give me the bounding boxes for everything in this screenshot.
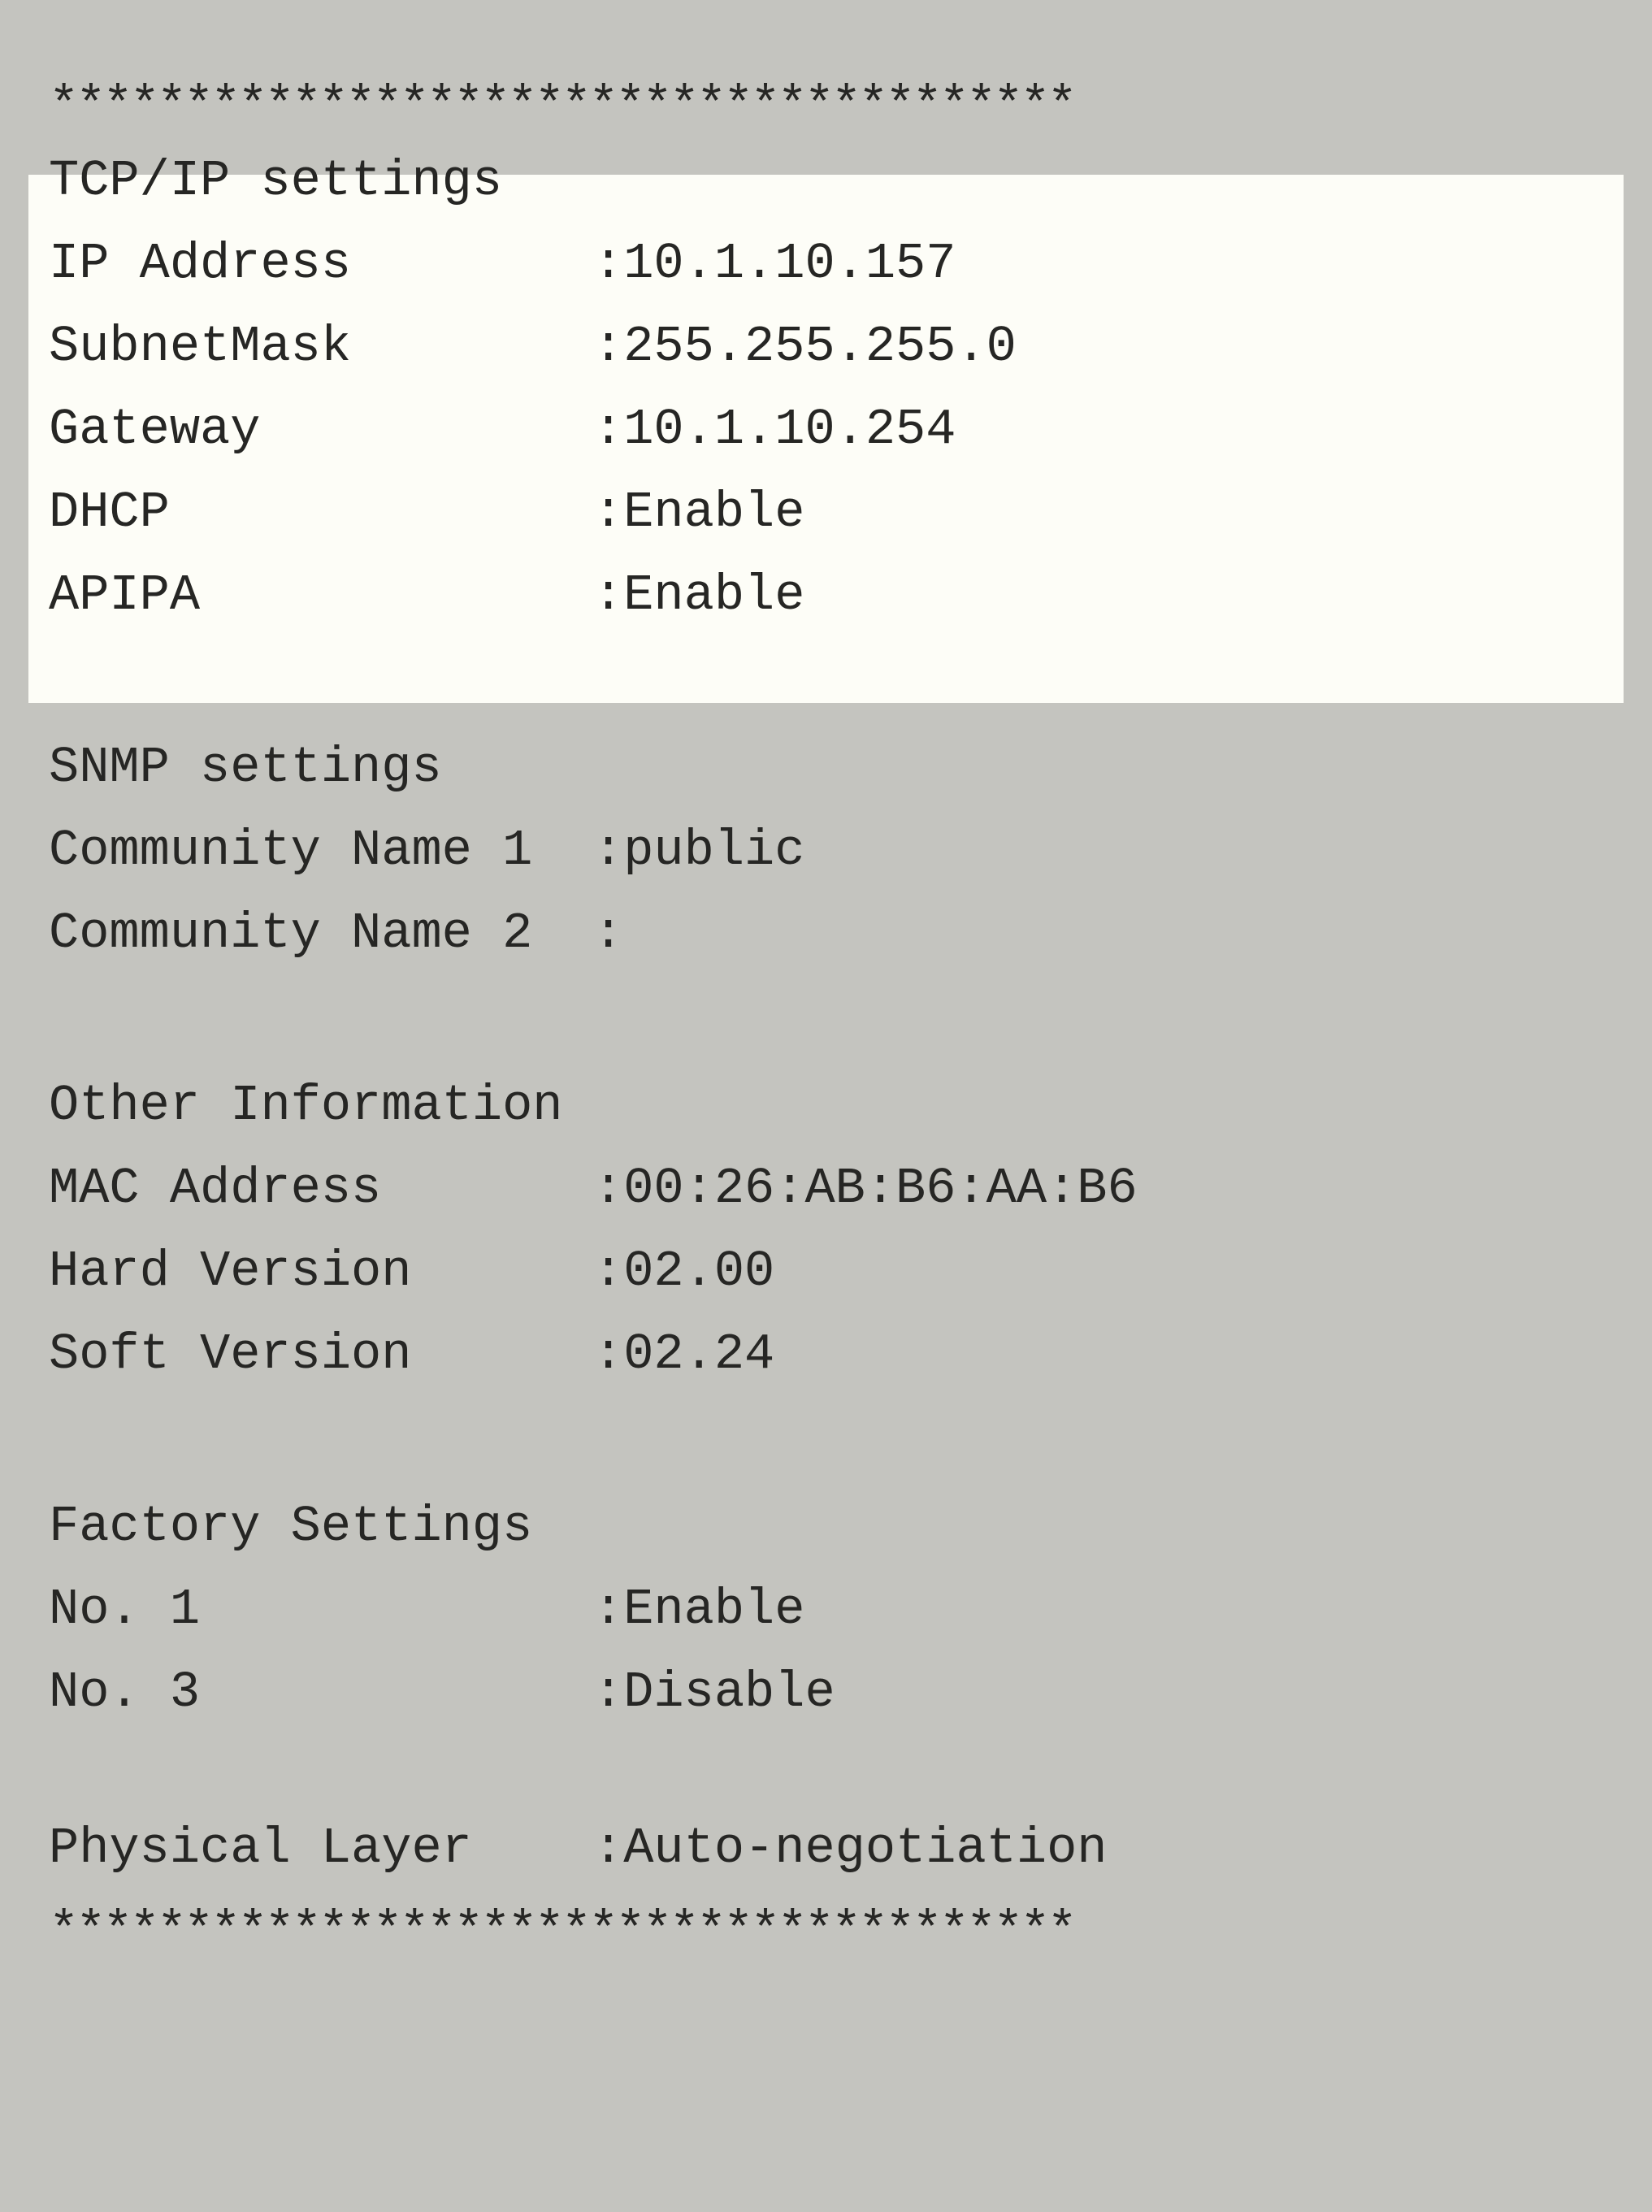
value-community-2: : bbox=[593, 909, 1603, 959]
row-ip-address: IP Address :10.1.10.157 bbox=[49, 239, 1603, 289]
label-community-2: Community Name 2 bbox=[49, 909, 593, 959]
factory-title: Factory Settings bbox=[49, 1502, 1603, 1552]
row-soft-version: Soft Version :02.24 bbox=[49, 1329, 1603, 1380]
label-hard-version: Hard Version bbox=[49, 1247, 593, 1297]
value-factory-1: :Enable bbox=[593, 1585, 1603, 1635]
value-gateway: :10.1.10.254 bbox=[593, 405, 1603, 455]
value-ip-address: :10.1.10.157 bbox=[593, 239, 1603, 289]
label-factory-1: No. 1 bbox=[49, 1585, 593, 1635]
row-dhcp: DHCP :Enable bbox=[49, 488, 1603, 538]
label-community-1: Community Name 1 bbox=[49, 826, 593, 876]
value-hard-version: :02.00 bbox=[593, 1247, 1603, 1297]
row-mac: MAC Address :00:26:AB:B6:AA:B6 bbox=[49, 1164, 1603, 1214]
separator-bottom: ************************************** bbox=[49, 1906, 1603, 1957]
row-apipa: APIPA :Enable bbox=[49, 570, 1603, 621]
tcpip-title: TCP/IP settings bbox=[49, 156, 1603, 206]
separator-top: ************************************** bbox=[49, 81, 1603, 132]
label-gateway: Gateway bbox=[49, 405, 593, 455]
value-community-1: :public bbox=[593, 826, 1603, 876]
row-factory-1: No. 1 :Enable bbox=[49, 1585, 1603, 1635]
label-mac: MAC Address bbox=[49, 1164, 593, 1214]
value-dhcp: :Enable bbox=[593, 488, 1603, 538]
snmp-title: SNMP settings bbox=[49, 743, 1603, 793]
label-physical-layer: Physical Layer bbox=[49, 1824, 593, 1874]
value-factory-3: :Disable bbox=[593, 1668, 1603, 1718]
label-dhcp: DHCP bbox=[49, 488, 593, 538]
row-factory-3: No. 3 :Disable bbox=[49, 1668, 1603, 1718]
row-community-1: Community Name 1 :public bbox=[49, 826, 1603, 876]
value-mac: :00:26:AB:B6:AA:B6 bbox=[593, 1164, 1603, 1214]
row-hard-version: Hard Version :02.00 bbox=[49, 1247, 1603, 1297]
label-subnetmask: SubnetMask bbox=[49, 322, 593, 372]
label-factory-3: No. 3 bbox=[49, 1668, 593, 1718]
row-subnetmask: SubnetMask :255.255.255.0 bbox=[49, 322, 1603, 372]
value-subnetmask: :255.255.255.0 bbox=[593, 322, 1603, 372]
label-ip-address: IP Address bbox=[49, 239, 593, 289]
value-physical-layer: :Auto-negotiation bbox=[593, 1824, 1603, 1874]
label-soft-version: Soft Version bbox=[49, 1329, 593, 1380]
row-physical-layer: Physical Layer :Auto-negotiation bbox=[49, 1824, 1603, 1874]
value-apipa: :Enable bbox=[593, 570, 1603, 621]
row-gateway: Gateway :10.1.10.254 bbox=[49, 405, 1603, 455]
value-soft-version: :02.24 bbox=[593, 1329, 1603, 1380]
other-title: Other Information bbox=[49, 1081, 1603, 1131]
row-community-2: Community Name 2 : bbox=[49, 909, 1603, 959]
label-apipa: APIPA bbox=[49, 570, 593, 621]
printout-content: ************************************** T… bbox=[49, 81, 1603, 1957]
